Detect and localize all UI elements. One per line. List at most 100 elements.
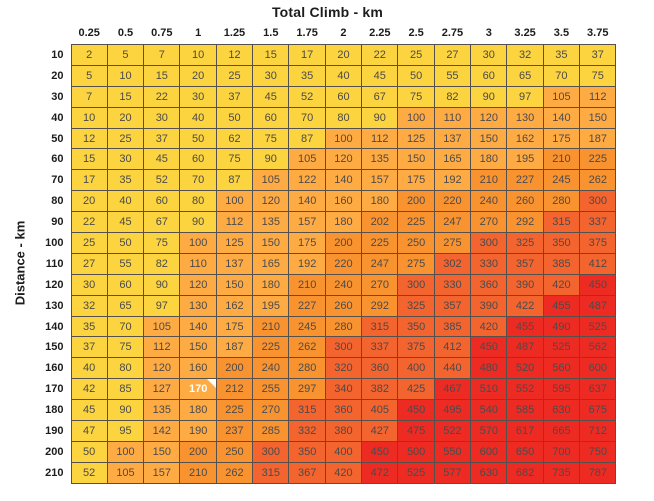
heatmap-cell: 70 [179, 169, 217, 192]
heatmap-cell: 600 [470, 440, 508, 463]
heatmap-cell: 20 [324, 44, 363, 66]
heatmap-cell: 100 [106, 440, 145, 463]
heatmap-cell: 682 [506, 461, 544, 484]
row-header: 100 [32, 232, 71, 254]
heatmap-cell: 5 [106, 44, 145, 66]
heatmap-cell: 405 [361, 399, 399, 422]
heatmap-cell: 150 [215, 273, 254, 296]
column-header: 2 [325, 23, 362, 45]
heatmap-cell: 320 [324, 357, 363, 380]
heatmap-cell: 292 [506, 211, 544, 234]
heatmap-cell: 90 [143, 273, 181, 296]
heatmap-cell: 225 [361, 232, 399, 254]
heatmap-cell: 250 [397, 232, 435, 254]
heatmap-cell: 47 [70, 420, 108, 442]
heatmap-cell: 420 [470, 315, 508, 338]
heatmap-cell: 385 [542, 252, 581, 275]
heatmap-cell: 142 [143, 420, 181, 442]
heatmap-cell: 617 [506, 420, 544, 442]
heatmap-cell: 5 [70, 64, 108, 87]
heatmap-cell: 357 [433, 294, 472, 317]
heatmap-cell: 390 [470, 294, 508, 317]
heatmap-cell: 262 [288, 336, 326, 359]
heatmap-cell: 157 [288, 211, 326, 234]
heatmap-cell: 140 [288, 190, 326, 213]
heatmap-cell: 60 [143, 190, 181, 213]
heatmap-cell: 325 [397, 294, 435, 317]
heatmap-cell: 30 [106, 148, 145, 171]
heatmap-cell: 112 [579, 85, 617, 108]
heatmap-cell: 550 [433, 440, 472, 463]
heatmap-cell: 160 [179, 357, 217, 380]
heatmap-cell: 135 [361, 148, 399, 171]
heatmap-cell: 70 [106, 315, 145, 338]
heatmap-cell: 487 [579, 294, 617, 317]
heatmap-cell: 137 [215, 252, 254, 275]
heatmap-cell: 450 [579, 273, 617, 296]
heatmap-cell: 260 [506, 190, 544, 213]
heatmap-cell: 330 [433, 273, 472, 296]
heatmap-cell: 25 [70, 232, 108, 254]
heatmap-cell: 340 [324, 378, 363, 401]
heatmap-cell: 82 [143, 252, 181, 275]
row-header: 170 [32, 378, 71, 400]
heatmap-cell: 315 [288, 399, 326, 422]
heatmap-cell: 390 [506, 273, 544, 296]
heatmap-cell: 25 [106, 127, 145, 150]
heatmap-cell: 30 [179, 85, 217, 108]
row-header: 130 [32, 295, 71, 317]
heatmap-cell: 255 [252, 378, 290, 401]
heatmap-cell: 200 [215, 357, 254, 380]
heatmap-cell: 67 [143, 211, 181, 234]
heatmap-cell: 400 [324, 440, 363, 463]
heatmap-cell: 105 [542, 85, 581, 108]
heatmap-cell: 90 [361, 106, 399, 129]
heatmap-cell: 225 [215, 399, 254, 422]
column-header: 2.75 [434, 23, 471, 45]
heatmap-cell: 337 [361, 336, 399, 359]
row-header: 80 [32, 190, 71, 212]
heatmap-cell: 180 [470, 148, 508, 171]
heatmap-cell: 162 [215, 294, 254, 317]
row-header: 20 [32, 65, 71, 87]
row-header: 150 [32, 336, 71, 358]
heatmap-cell: 20 [179, 64, 217, 87]
heatmap-cell: 157 [143, 461, 181, 484]
heatmap-cell: 420 [324, 461, 363, 484]
heatmap-cell: 150 [179, 336, 217, 359]
heatmap-cell: 80 [179, 190, 217, 213]
highlight-corner-marker-icon [206, 379, 216, 389]
row-header: 190 [32, 420, 71, 442]
heatmap-cell: 225 [579, 148, 617, 171]
heatmap-cell: 562 [579, 336, 617, 359]
column-header: 1 [179, 23, 217, 45]
heatmap-cell: 75 [397, 85, 435, 108]
heatmap-cell: 427 [361, 420, 399, 442]
heatmap-cell: 35 [288, 64, 326, 87]
heatmap-cell: 280 [288, 357, 326, 380]
column-header-row: 0.25 0.5 0.75 1 1.25 1.5 1.75 2 2.25 2.5 2.75 3 3.25… [32, 23, 616, 45]
heatmap-table: 0.25 0.5 0.75 1 1.25 1.5 1.75 2 2.25 2.5 2.75 3 3.25… [32, 23, 617, 484]
heatmap-cell: 20 [106, 106, 145, 129]
column-header: 0.75 [143, 23, 180, 45]
heatmap-cell: 50 [397, 64, 435, 87]
heatmap-cell: 315 [252, 461, 290, 484]
heatmap-row: 30 7 15 22 30 37 45 52 60 67 75 82 90 97 105 112 [32, 85, 617, 108]
heatmap-cell: 712 [579, 420, 617, 442]
heatmap-cell: 225 [252, 336, 290, 359]
heatmap-cell: 190 [179, 420, 217, 442]
heatmap-cell: 480 [470, 357, 508, 380]
heatmap-cell: 40 [106, 190, 145, 213]
heatmap-row: 70 17 35 52 70 87 105 122 140 157 175 192 210 227 245 2… [32, 169, 617, 192]
row-header: 70 [32, 169, 71, 191]
heatmap-cell: 210 [252, 315, 290, 338]
heatmap-cell: 105 [288, 148, 326, 171]
heatmap-cell: 45 [106, 211, 145, 234]
heatmap-cell: 32 [506, 44, 544, 66]
heatmap-cell: 37 [215, 85, 254, 108]
heatmap-cell: 350 [288, 440, 326, 463]
heatmap-cell: 285 [252, 420, 290, 442]
heatmap-cell: 302 [433, 252, 472, 275]
heatmap-cell: 292 [361, 294, 399, 317]
